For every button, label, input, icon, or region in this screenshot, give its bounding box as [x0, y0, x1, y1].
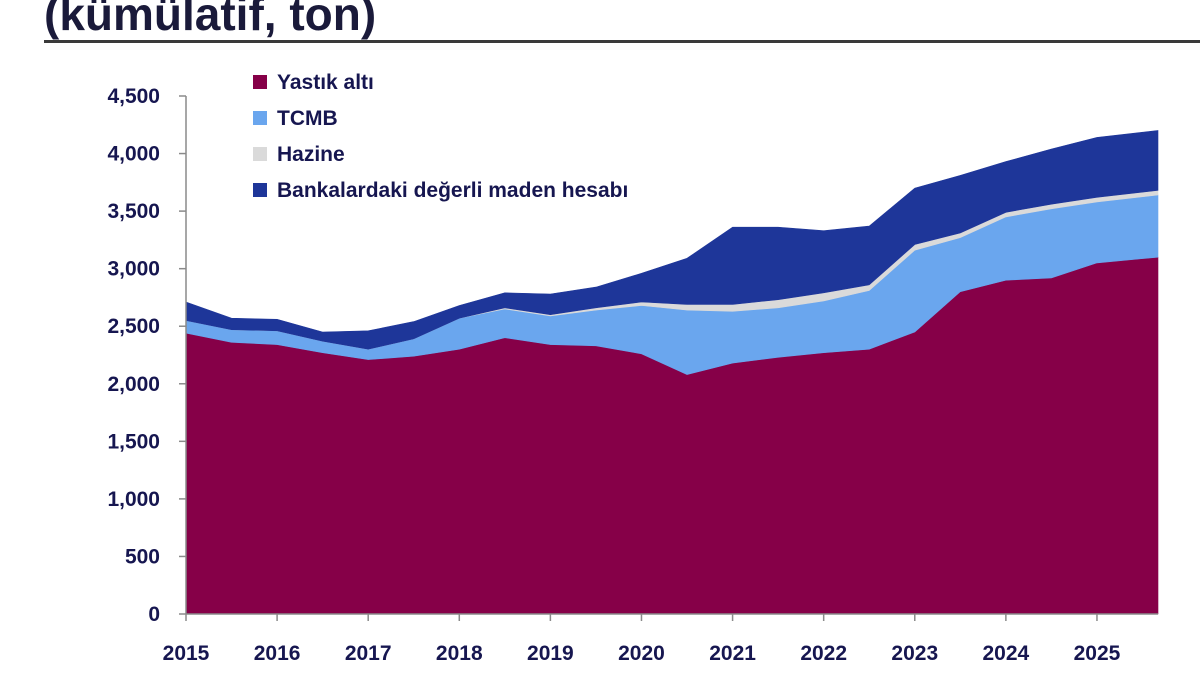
y-tick-label: 4,000 [107, 143, 160, 166]
x-tick-label: 2018 [436, 642, 483, 665]
x-tick-label: 2016 [254, 642, 301, 665]
y-tick-label: 3,000 [107, 258, 160, 281]
x-tick-label: 2023 [891, 642, 938, 665]
y-tick-label: 3,500 [107, 200, 160, 223]
legend-label-banka: Bankalardaki değerli maden hesabı [277, 179, 628, 202]
y-tick-label: 0 [148, 603, 160, 626]
x-tick-label: 2015 [163, 642, 210, 665]
legend-swatch-hazine [253, 147, 267, 161]
legend-label-hazine: Hazine [277, 143, 345, 166]
x-tick-label: 2022 [800, 642, 847, 665]
x-tick-label: 2021 [709, 642, 756, 665]
y-tick-label: 1,000 [107, 488, 160, 511]
x-axis-ticks: 2015 2016 2017 2018 2019 2020 2021 2022 2023 2024… [163, 614, 1121, 665]
y-axis-ticks: 0 500 1,000 1,500 2,000 2,500 3,000 3,500 4,000 4… [107, 85, 186, 626]
legend-swatch-banka [253, 183, 267, 197]
x-tick-label: 2024 [983, 642, 1030, 665]
y-tick-label: 1,500 [107, 430, 160, 453]
title-underline [44, 40, 1200, 43]
y-tick-label: 500 [125, 545, 160, 568]
y-tick-label: 4,500 [107, 85, 160, 108]
legend-swatch-yastik [253, 75, 267, 89]
area-banka [185, 130, 1159, 350]
y-tick-label: 2,000 [107, 373, 160, 396]
x-tick-label: 2017 [345, 642, 392, 665]
legend-swatch-tcmb [253, 111, 267, 125]
y-tick-label: 2,500 [107, 315, 160, 338]
legend-label-tcmb: TCMB [277, 107, 338, 130]
x-tick-label: 2025 [1074, 642, 1121, 665]
chart-title: (kümülatif, ton) [44, 0, 377, 40]
legend: Yastık altı TCMB Hazine Bankalardaki değerl… [253, 71, 628, 202]
area-layers [185, 130, 1159, 615]
legend-label-yastik: Yastık altı [277, 71, 374, 94]
x-tick-label: 2020 [618, 642, 665, 665]
x-tick-label: 2019 [527, 642, 574, 665]
